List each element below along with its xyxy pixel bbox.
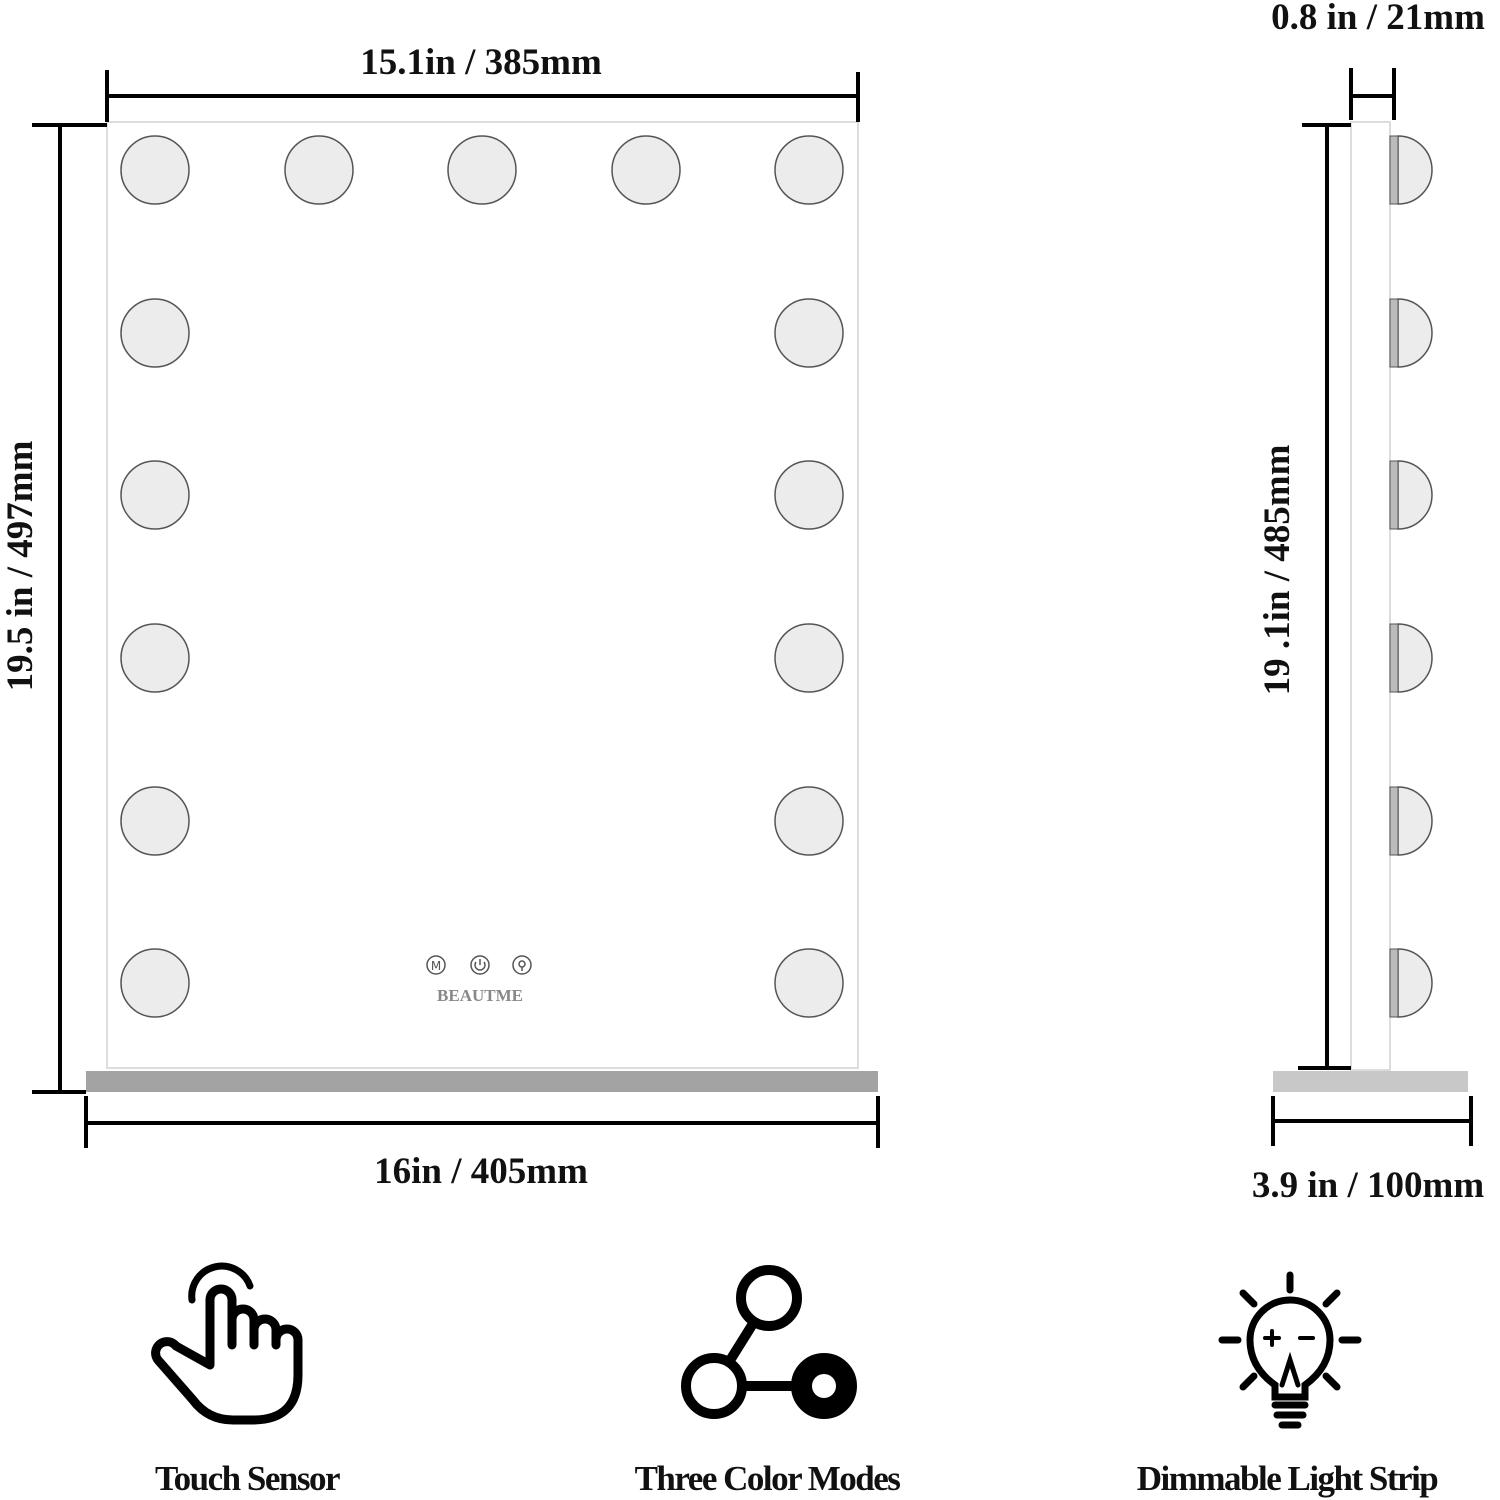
top-width-dimension: 15.1in / 385mm <box>105 42 860 122</box>
bulb <box>774 623 844 693</box>
side-bulb <box>1389 786 1433 856</box>
side-bulb <box>1389 623 1433 693</box>
feature-color-modes: Three Color Modes <box>635 1265 902 1498</box>
side-bulbs <box>1389 135 1433 1018</box>
bulb <box>120 623 190 693</box>
bulb <box>120 135 190 205</box>
color-modes-icon <box>681 1265 857 1419</box>
base-width-label: 16in / 405mm <box>374 1151 588 1192</box>
side-panel <box>1350 121 1391 1071</box>
base-depth-label: 3.9 in / 100mm <box>1252 1165 1484 1206</box>
side-bulb <box>1389 298 1433 368</box>
feature-label: Touch Sensor <box>155 1459 340 1498</box>
bulb <box>120 948 190 1018</box>
touch-hand-icon <box>151 1262 303 1425</box>
side-height-label: 19 .1in / 485mm <box>1257 444 1298 695</box>
light-bulb-icon <box>1218 1271 1362 1429</box>
bulb <box>774 786 844 856</box>
front-bulbs <box>120 135 844 1018</box>
bulb <box>774 135 844 205</box>
side-view: 0.8 in / 21mm 19 .1in / 485mm 3.9 in / 1… <box>1252 0 1485 1206</box>
bulb <box>611 135 681 205</box>
control-buttons: M <box>426 955 532 975</box>
side-bulb <box>1389 948 1433 1018</box>
front-view: M BEAUTME 15.1in / 385mm 19.5 in / 497mm… <box>0 42 880 1192</box>
base-depth-dimension: 3.9 in / 100mm <box>1252 1096 1484 1206</box>
power-icon <box>470 955 490 975</box>
feature-dimmable-light: Dimmable Light Strip <box>1137 1271 1440 1498</box>
feature-label: Dimmable Light Strip <box>1137 1459 1439 1498</box>
thickness-dimension: 0.8 in / 21mm <box>1271 0 1485 120</box>
thickness-label: 0.8 in / 21mm <box>1271 0 1485 38</box>
feature-touch-sensor: Touch Sensor <box>151 1262 341 1498</box>
side-height-dimension: 19 .1in / 485mm <box>1257 123 1351 1070</box>
bulb <box>447 135 517 205</box>
bulb <box>774 298 844 368</box>
bulb <box>774 460 844 530</box>
svg-text:M: M <box>431 959 441 973</box>
brand-logo: BEAUTME <box>437 986 523 1005</box>
top-width-label: 15.1in / 385mm <box>360 42 602 83</box>
mirror-panel <box>106 121 859 1069</box>
base-width-dimension: 16in / 405mm <box>84 1096 880 1192</box>
bulb <box>120 298 190 368</box>
height-label: 19.5 in / 497mm <box>0 440 41 691</box>
bulb <box>774 948 844 1018</box>
side-bulb <box>1389 135 1433 205</box>
bulb <box>120 786 190 856</box>
side-bulb <box>1389 460 1433 530</box>
mode-icon: M <box>426 955 446 975</box>
mirror-base <box>86 1071 878 1092</box>
feature-label: Three Color Modes <box>635 1459 901 1498</box>
brightness-icon <box>512 955 532 975</box>
bulb <box>284 135 354 205</box>
bulb <box>120 460 190 530</box>
side-base <box>1273 1071 1468 1092</box>
height-dimension: 19.5 in / 497mm <box>0 123 107 1094</box>
